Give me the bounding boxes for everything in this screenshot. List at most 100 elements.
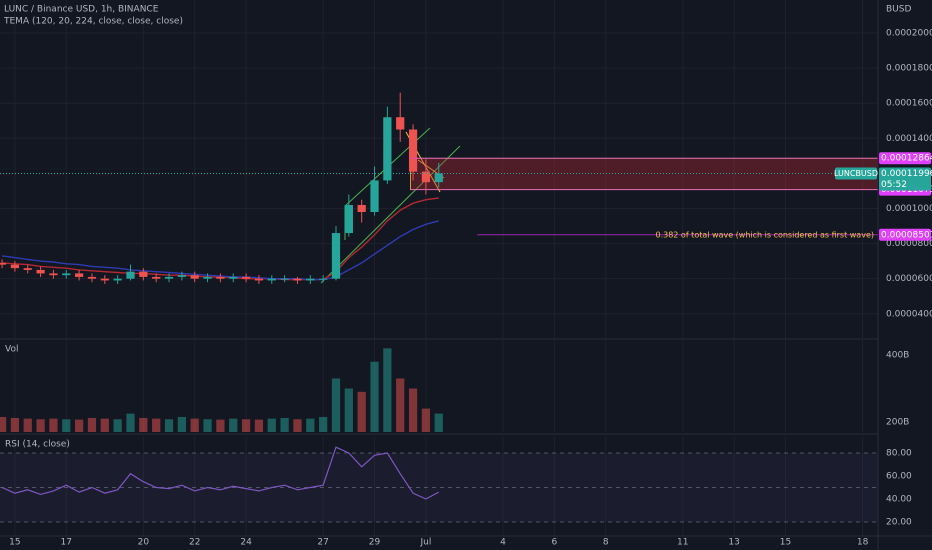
volume-bar — [75, 419, 84, 432]
volume-bar — [49, 418, 58, 432]
candle-body — [370, 180, 379, 212]
volume-bar — [241, 419, 251, 432]
x-tick-label: 15 — [780, 538, 791, 548]
last-price-label: 0.00011996 — [881, 169, 932, 179]
candle-body — [75, 273, 84, 277]
rsi-title: RSI (14, close) — [5, 440, 70, 450]
price-level-label: 0.00008501 — [881, 230, 932, 240]
volume-bar — [87, 417, 97, 432]
candle-body — [190, 275, 199, 279]
price-level-tag — [879, 228, 931, 241]
volume-bar — [36, 419, 45, 432]
volume-title: Vol — [5, 345, 18, 355]
candle-body — [241, 276, 251, 279]
volume-bar — [267, 418, 276, 432]
candle-body — [396, 117, 405, 130]
candle-body — [344, 204, 353, 234]
volume-bar — [152, 418, 161, 432]
volume-bar — [23, 418, 32, 432]
x-tick-label: 17 — [61, 538, 72, 548]
volume-bar — [190, 418, 199, 432]
volume-bar — [164, 419, 174, 432]
x-tick-label: 4 — [500, 538, 506, 548]
x-tick-label: 24 — [240, 538, 252, 548]
candle-body — [0, 262, 7, 265]
volume-bar — [344, 388, 353, 432]
candle-body — [203, 276, 212, 279]
y-axis-label: BUSD — [886, 5, 911, 15]
candle-body — [164, 276, 174, 279]
x-tick-label: 6 — [551, 538, 557, 548]
x-tick-label: 15 — [9, 538, 20, 548]
price-level-note: 0.382 of total wave (which is considered… — [655, 230, 874, 239]
volume-bar — [177, 416, 186, 432]
volume-bar — [62, 419, 71, 432]
y-tick-label: 200B — [886, 417, 909, 427]
x-tick-label: 13 — [728, 538, 739, 548]
price-zone — [410, 157, 879, 191]
trend-line — [320, 145, 461, 284]
x-tick-label: 18 — [857, 538, 869, 548]
candle-body — [23, 268, 32, 270]
candle-body — [36, 269, 45, 274]
volume-bar — [396, 378, 405, 432]
volume-bar — [10, 417, 20, 432]
chart-title: LUNC / Binance USD, 1h, BINANCE — [4, 5, 159, 15]
candle-body — [126, 271, 135, 279]
volume-bar — [203, 419, 212, 432]
plot-layer — [0, 92, 879, 523]
candle-body — [293, 278, 302, 281]
x-tick-label: 29 — [369, 538, 381, 548]
candle-body — [319, 278, 328, 280]
candle-body — [280, 278, 289, 280]
volume-bar — [293, 419, 302, 432]
y-tick-label: 0.00004000 — [886, 309, 932, 319]
candle-body — [383, 117, 392, 181]
symbol-tag — [835, 167, 877, 180]
y-tick-label: 40.00 — [886, 494, 912, 504]
candle-body — [177, 275, 186, 277]
last-price-tag — [879, 167, 931, 191]
volume-bar — [421, 408, 431, 432]
symbol-label: LUNCBUSD — [834, 169, 878, 178]
candle-body — [421, 171, 431, 183]
candle-body — [152, 276, 161, 279]
candle-body — [49, 273, 58, 276]
rsi-line — [1, 446, 439, 500]
volume-bar — [254, 419, 264, 432]
volume-bar — [280, 417, 289, 432]
candle-body — [254, 278, 264, 281]
volume-bar — [100, 418, 109, 432]
volume-bar — [408, 388, 418, 432]
candle-body — [139, 271, 148, 277]
indicator-title: TEMA (120, 20, 224, close, close, close) — [3, 17, 183, 27]
volume-bar — [113, 419, 122, 432]
candle-body — [357, 204, 366, 212]
x-tick-label: 11 — [677, 538, 688, 548]
price-level-tag — [879, 152, 931, 165]
volume-bar — [319, 416, 328, 432]
volume-bar — [331, 378, 341, 432]
volume-bar — [370, 361, 379, 432]
candle-body — [229, 276, 238, 279]
candle-body — [434, 173, 443, 183]
candle-body — [408, 129, 418, 172]
y-tick-label: 400B — [886, 351, 909, 361]
x-tick-label: 22 — [189, 538, 200, 548]
bar-countdown: 05:52 — [881, 180, 907, 190]
y-tick-label: 80.00 — [886, 448, 912, 458]
volume-bar — [0, 416, 7, 432]
candle-body — [306, 278, 315, 281]
volume-bar — [306, 418, 315, 432]
candle-body — [113, 278, 122, 281]
candle-body — [216, 276, 225, 279]
x-tick-label: 20 — [138, 538, 150, 548]
y-tick-label: 60.00 — [886, 471, 912, 481]
